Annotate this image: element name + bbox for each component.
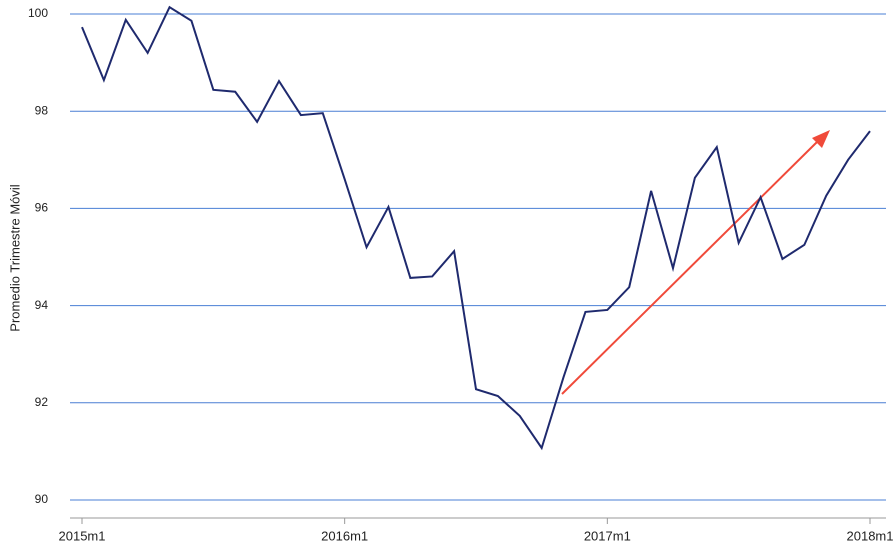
data-line — [81, 5, 871, 451]
y-tick-label: 98 — [35, 103, 49, 117]
y-tick-label: 92 — [35, 395, 49, 409]
trend-arrow-head — [812, 130, 830, 148]
x-tick-label: 2015m1 — [59, 528, 106, 543]
y-axis-label: Promedio Trimestre Móvil — [7, 184, 22, 331]
y-tick-label: 100 — [28, 6, 48, 20]
x-tick-label: 2016m1 — [321, 528, 368, 543]
y-tick-label: 94 — [35, 298, 49, 312]
x-tick-label: 2018m1 — [847, 528, 894, 543]
x-tick-label: 2017m1 — [584, 528, 631, 543]
trend-arrow — [561, 140, 819, 395]
y-tick-label: 96 — [35, 201, 49, 215]
y-tick-label: 90 — [35, 492, 49, 506]
